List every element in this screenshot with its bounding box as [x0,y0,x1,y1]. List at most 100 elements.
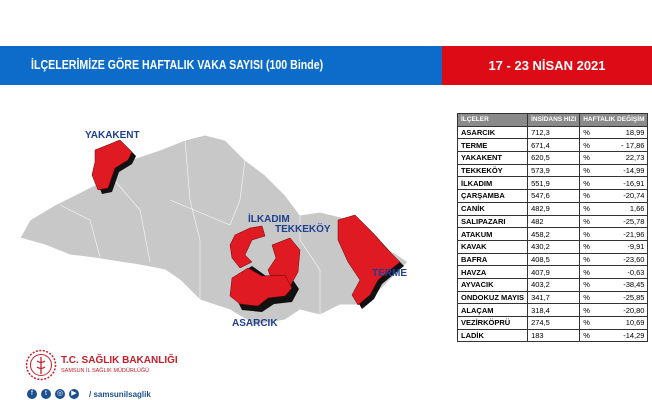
weekly-change: % -38,45 [579,277,649,292]
weekly-change: % -25,85 [579,290,649,305]
incidence-rate: 408,5 [527,252,581,267]
weekly-change: % 22,73 [579,151,649,165]
change-value: -9,91 [627,242,645,252]
district-ilkadim[interactable] [229,225,266,269]
col-incidence: İNSİDANS HIZI [527,113,581,127]
district-name: ATAKUM [456,227,529,241]
col-district: İLÇELER [456,113,529,127]
table-row: BAFRA 408,5 % -23,60 [456,252,649,267]
org-name: T.C. SAĞLIK BAKANLIĞI [61,355,178,366]
incidence-rate: 274,5 [527,316,581,330]
weekly-change: % -21,96 [579,227,649,241]
label-yakakent: YAKAKENT [85,130,140,141]
district-yakakent[interactable] [91,139,133,191]
percent-sign: % [583,153,590,163]
table-row: LADİK 183 % -14,29 [456,328,649,343]
table-row: ALAÇAM 318,4 % -20,80 [456,303,649,317]
district-asarcik[interactable] [229,267,293,307]
samsun-map: YAKAKENT İLKADIM TEKKEKÖY TERME ASARCIK [19,130,409,329]
banner-blue [0,46,442,85]
handle-text: samsunilsaglik [93,389,151,399]
org-subtitle: SAMSUN İL SAĞLIK MÜDÜRLÜĞÜ [61,368,150,374]
weekly-change: % -20,80 [579,303,649,317]
incidence-rate: 407,9 [527,265,581,279]
incidence-rate: 341,7 [527,290,581,305]
percent-sign: % [583,292,590,302]
change-value: -21,96 [623,229,645,239]
change-value: -14,99 [623,166,645,176]
table-row: SALIPAZARI 482 % -25,78 [456,214,649,229]
district-name: ONDOKUZ MAYIS [456,290,529,305]
incidence-rate: 573,9 [527,163,581,178]
col-weekly-change: HAFTALIK DEĞİŞİM [579,113,649,127]
change-value: -20,74 [623,191,645,201]
table-row: KAVAK 430,2 % -9,91 [456,239,649,254]
weekly-change: % -20,74 [579,189,649,203]
youtube-icon[interactable]: ▶ [69,389,79,399]
district-name: LADİK [456,328,529,343]
district-name: CANİK [456,201,529,216]
date-range: 17 - 23 NİSAN 2021 [488,58,606,73]
change-value: 10,69 [625,318,645,328]
twitter-icon[interactable]: t [41,389,51,399]
label-ilkadim: İLKADIM [248,212,290,225]
change-value: -23,60 [623,254,645,264]
change-value: -25,85 [623,292,645,302]
weekly-change: % 10,69 [579,316,649,330]
percent-sign: % [583,267,590,277]
table-row: YAKAKENT 620,5 % 22,73 [456,151,649,165]
label-asarcik: ASARCIK [232,318,278,329]
social-handle[interactable]: / samsunilsaglik [89,389,151,399]
table-row: AYVACIK 403,2 % -38,45 [456,277,649,292]
change-value: -16,91 [623,178,645,188]
percent-sign: % [583,204,590,214]
incidence-rate: 482 [527,214,581,229]
header-banner: İLÇELERİMİZE GÖRE HAFTALIK VAKA SAYISI (… [0,46,652,85]
incidence-rate: 547,6 [527,189,581,203]
percent-sign: % [583,242,590,252]
percent-sign: % [583,140,590,150]
change-value: 18,99 [625,128,645,138]
district-name: ALAÇAM [456,303,529,317]
district-name: ASARCIK [456,125,529,140]
district-name: YAKAKENT [456,151,529,165]
weekly-change: % -9,91 [579,239,649,254]
incidence-rate: 458,2 [527,227,581,241]
district-terme[interactable] [337,214,401,306]
table-row: CANİK 482,9 % 1,66 [456,201,649,216]
change-value: - 17,86 [621,140,645,150]
percent-sign: % [583,305,590,315]
weekly-change: % -25,78 [579,214,649,229]
incidence-rate: 403,2 [527,277,581,292]
change-value: -14,29 [623,331,645,341]
district-base [19,134,409,326]
percent-sign: % [583,254,590,264]
table-row: TEKKEKÖY 573,9 % -14,99 [456,163,649,178]
change-value: -38,45 [623,280,645,290]
table-row: İLKADIM 551,9 % -16,91 [456,176,649,191]
facebook-icon[interactable]: f [27,389,37,399]
change-value: 22,73 [625,153,645,163]
weekly-change: % 18,99 [579,125,649,140]
change-value: -20,80 [623,305,645,315]
incidence-rate: 712,3 [527,125,581,140]
incidence-rate: 318,4 [527,303,581,317]
incidence-rate: 183 [527,328,581,343]
weekly-change: % -0,63 [579,265,649,279]
ministry-logo [25,349,57,381]
district-name: SALIPAZARI [456,214,529,229]
table-row: HAVZA 407,9 % -0,63 [456,265,649,279]
district-name: BAFRA [456,252,529,267]
weekly-change: % -14,99 [579,163,649,178]
change-value: -0,63 [627,267,645,277]
table-row: TERME 671,4 % - 17,86 [456,138,649,153]
district-name: VEZİRKÖPRÜ [456,316,529,330]
district-name: AYVACIK [456,277,529,292]
percent-sign: % [583,280,590,290]
percent-sign: % [583,229,590,239]
weekly-change: % - 17,86 [579,138,649,153]
instagram-icon[interactable]: ◎ [55,389,65,399]
weekly-change: % -14,29 [579,328,649,343]
incidence-rate: 671,4 [527,138,581,153]
change-value: 1,66 [629,204,645,214]
